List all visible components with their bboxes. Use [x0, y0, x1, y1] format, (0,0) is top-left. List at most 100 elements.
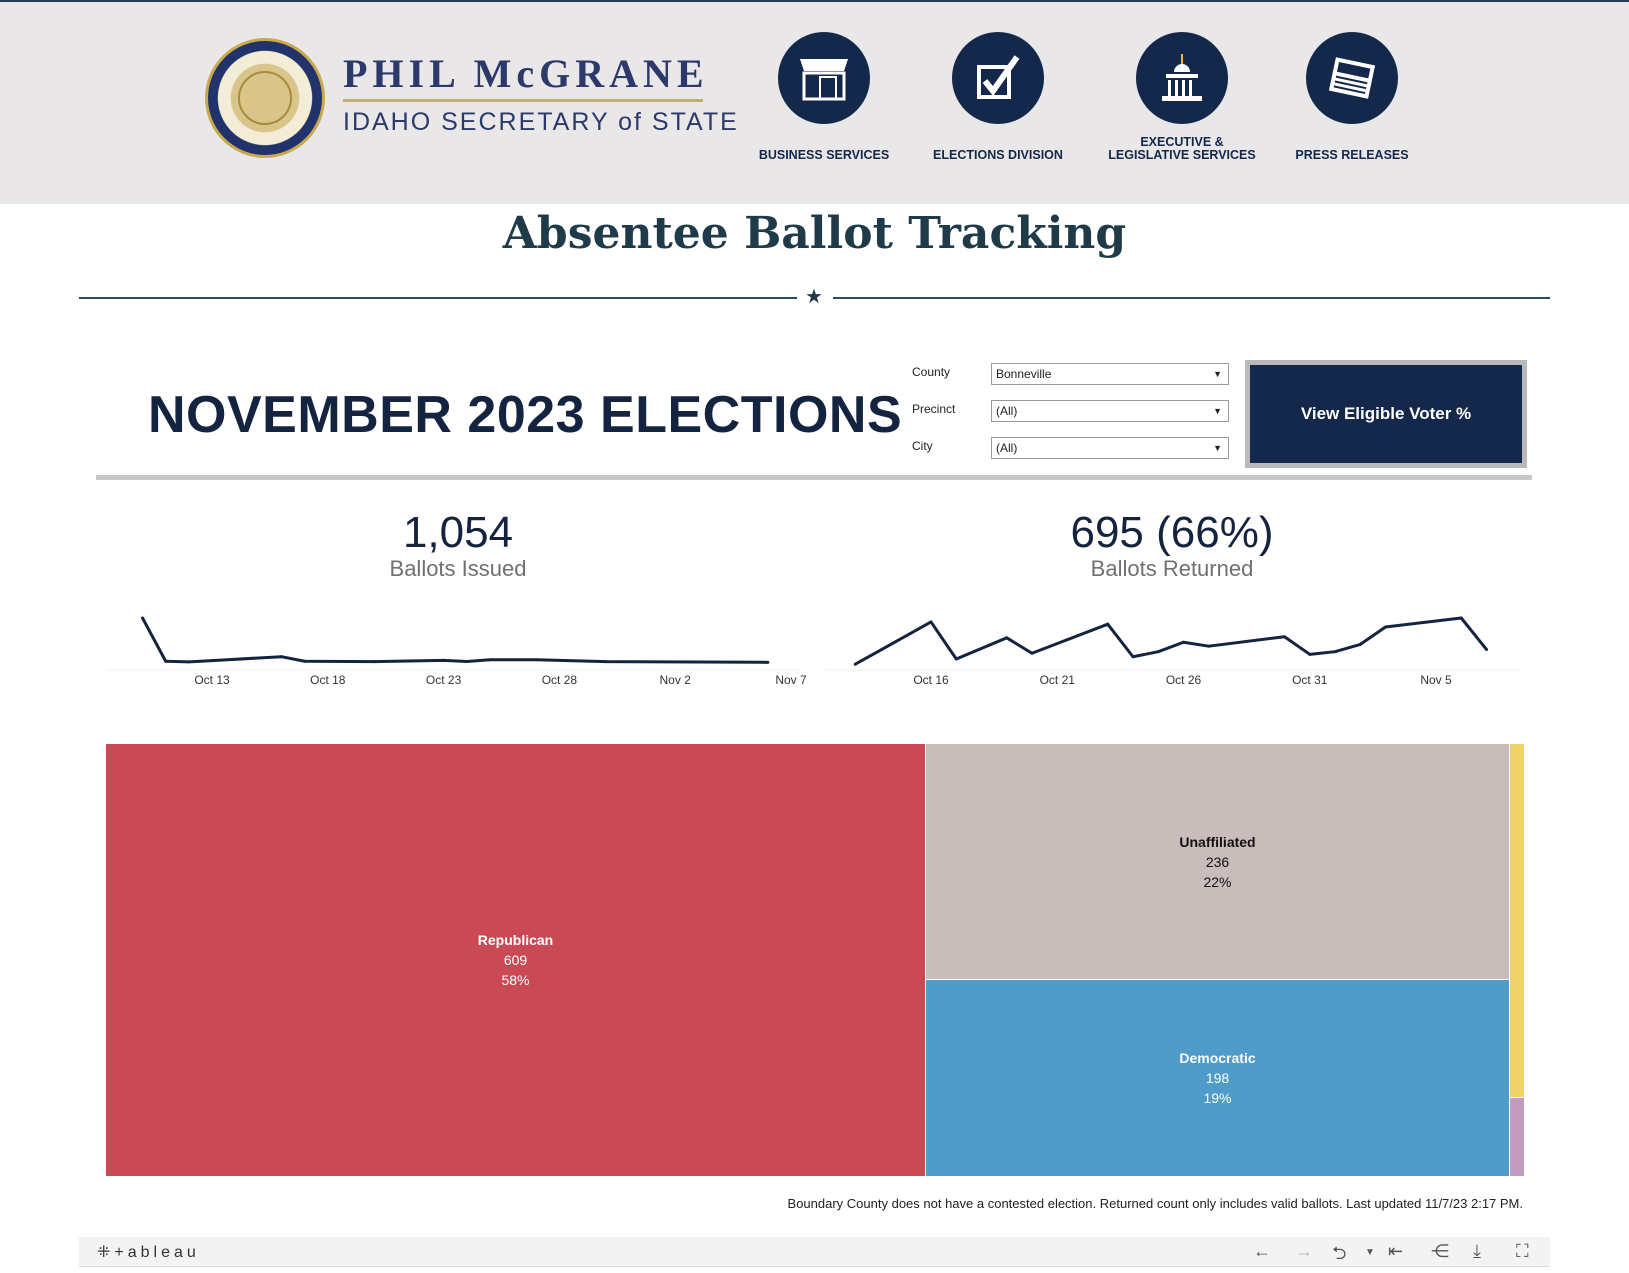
precinct-dropdown[interactable]: (All) ▼ — [991, 400, 1229, 422]
city-dropdown[interactable]: (All) ▼ — [991, 437, 1229, 459]
data-point[interactable] — [488, 658, 492, 662]
x-tick-label: Oct 31 — [1292, 673, 1328, 687]
x-tick-label: Oct 26 — [1166, 673, 1202, 687]
precinct-value: (All) — [996, 404, 1018, 418]
data-point[interactable] — [1106, 622, 1110, 626]
nav-executive-legislative[interactable]: EXECUTIVE & LEGISLATIVE SERVICES — [1102, 32, 1262, 162]
title-divider-right — [833, 297, 1550, 299]
data-point[interactable] — [442, 658, 446, 662]
unaffiliated-pct: 22% — [1203, 873, 1232, 890]
storefront-icon — [778, 32, 870, 124]
redo-icon[interactable]: → — [1295, 1241, 1313, 1261]
chevron-down-icon: ▼ — [1213, 406, 1222, 416]
nav-label: ELECTIONS DIVISION — [933, 148, 1063, 162]
tableau-toolbar: ⁜+ableau ← → ⮌ ▼ ⇤ ⋲ ⤓ ⛶ — [79, 1237, 1550, 1267]
data-point[interactable] — [187, 660, 191, 664]
ballots-issued-label: Ballots Issued — [389, 556, 527, 581]
treemap-other-party-1[interactable] — [1510, 744, 1524, 1097]
data-point[interactable] — [1207, 644, 1211, 648]
ballots-returned-kpi: 695 (66%) Ballots Returned — [872, 508, 1472, 582]
seal-center — [238, 71, 292, 125]
chevron-down-icon: ▼ — [1213, 443, 1222, 453]
republican-pct: 58% — [501, 972, 530, 988]
data-point[interactable] — [1005, 636, 1009, 640]
idaho-state-seal-logo[interactable] — [205, 38, 325, 158]
x-tick-label: Oct 21 — [1040, 673, 1076, 687]
data-point[interactable] — [853, 662, 857, 666]
brand-subtitle[interactable]: IDAHO SECRETARY of STATE — [343, 108, 739, 136]
data-point[interactable] — [1283, 635, 1286, 639]
data-point[interactable] — [1131, 655, 1135, 659]
data-point[interactable] — [1358, 642, 1362, 646]
data-point[interactable] — [929, 620, 933, 624]
data-point[interactable] — [1485, 647, 1488, 651]
x-tick-label: Oct 23 — [426, 673, 462, 687]
unaffiliated-count: 236 — [1205, 853, 1230, 870]
ballots-issued-value: 1,054 — [402, 508, 514, 557]
tableau-logo[interactable]: ⁜+ableau — [97, 1244, 200, 1261]
dashboard-title: NOVEMBER 2023 ELECTIONS — [148, 386, 903, 444]
series-line[interactable] — [141, 617, 768, 664]
data-point[interactable] — [1156, 650, 1160, 654]
view-eligible-voter-button[interactable]: View Eligible Voter % — [1245, 360, 1527, 468]
treemap-unaffiliated[interactable]: Unaffiliated 236 22% — [926, 744, 1509, 979]
data-point[interactable] — [1182, 640, 1185, 644]
data-point[interactable] — [465, 659, 469, 663]
republican-count: 609 — [503, 952, 528, 968]
data-point[interactable] — [279, 655, 283, 659]
county-value: Bonneville — [996, 367, 1052, 381]
reset-icon[interactable]: ⇤ — [1388, 1241, 1404, 1261]
data-point[interactable] — [954, 657, 958, 661]
data-point[interactable] — [534, 658, 538, 662]
tableau-cross-icon: ⁜ — [97, 1244, 115, 1261]
data-point[interactable] — [604, 660, 608, 664]
ballots-issued-kpi: 1,054 Ballots Issued — [158, 508, 758, 582]
undo-icon[interactable]: ← — [1253, 1241, 1271, 1261]
ballots-returned-value: 695 (66%) — [1070, 508, 1274, 557]
download-icon[interactable]: ⤓ — [1473, 1241, 1481, 1261]
democratic-pct: 19% — [1203, 1090, 1232, 1106]
x-tick-label: Nov 2 — [660, 673, 692, 687]
x-tick-label: Nov 7 — [775, 673, 807, 687]
data-point[interactable] — [766, 660, 770, 664]
fullscreen-icon[interactable]: ⛶ — [1516, 1241, 1529, 1261]
revert-icon[interactable]: ⮌ — [1332, 1243, 1347, 1263]
revert-dropdown-icon[interactable]: ▼ — [1365, 1247, 1375, 1258]
brand-divider — [343, 99, 703, 102]
data-point[interactable] — [141, 616, 145, 620]
nav-label: BUSINESS SERVICES — [758, 148, 890, 162]
x-tick-label: Oct 16 — [913, 673, 949, 687]
star-icon: ★ — [805, 286, 823, 308]
nav-elections-division[interactable]: ELECTIONS DIVISION — [918, 32, 1078, 162]
county-dropdown[interactable]: Bonneville ▼ — [991, 363, 1229, 385]
ballots-issued-line-chart: Oct 13 Oct 18 Oct 23 Oct 28 Nov 2 Nov 7 — [108, 616, 807, 687]
data-point[interactable] — [1030, 651, 1034, 655]
site-header: PHIL McGRANE IDAHO SECRETARY of STATE BU… — [0, 0, 1629, 204]
ballot-check-icon — [952, 32, 1044, 124]
treemap-republican[interactable]: Republican 609 58% — [106, 744, 925, 1176]
data-point[interactable] — [210, 659, 214, 663]
share-icon[interactable]: ⋲ — [1431, 1241, 1449, 1261]
data-point[interactable] — [372, 660, 376, 664]
data-point[interactable] — [1459, 616, 1463, 620]
nav-press-releases[interactable]: PRESS RELEASES — [1272, 32, 1432, 162]
data-point[interactable] — [164, 659, 168, 663]
nav-business-services[interactable]: BUSINESS SERVICES — [744, 32, 904, 162]
data-point[interactable] — [1384, 625, 1387, 629]
brand-name[interactable]: PHIL McGRANE — [343, 51, 709, 96]
filter-label-precinct: Precinct — [912, 402, 956, 416]
treemap-democratic[interactable]: Democratic 198 19% — [926, 980, 1509, 1176]
ballots-returned-line-chart: Oct 16 Oct 21 Oct 26 Oct 31 Nov 5 — [825, 616, 1520, 687]
city-value: (All) — [996, 441, 1018, 455]
data-point[interactable] — [1308, 652, 1312, 656]
ballots-returned-label: Ballots Returned — [1090, 556, 1254, 581]
x-tick-label: Oct 28 — [542, 673, 578, 687]
nav-label: PRESS RELEASES — [1295, 148, 1409, 162]
data-point[interactable] — [1333, 650, 1337, 654]
title-divider-left — [79, 297, 797, 299]
series-line[interactable] — [854, 616, 1488, 666]
newspaper-icon — [1306, 32, 1398, 124]
data-point[interactable] — [303, 659, 307, 663]
treemap-other-party-2[interactable] — [1510, 1098, 1524, 1176]
chevron-down-icon: ▼ — [1213, 369, 1222, 379]
